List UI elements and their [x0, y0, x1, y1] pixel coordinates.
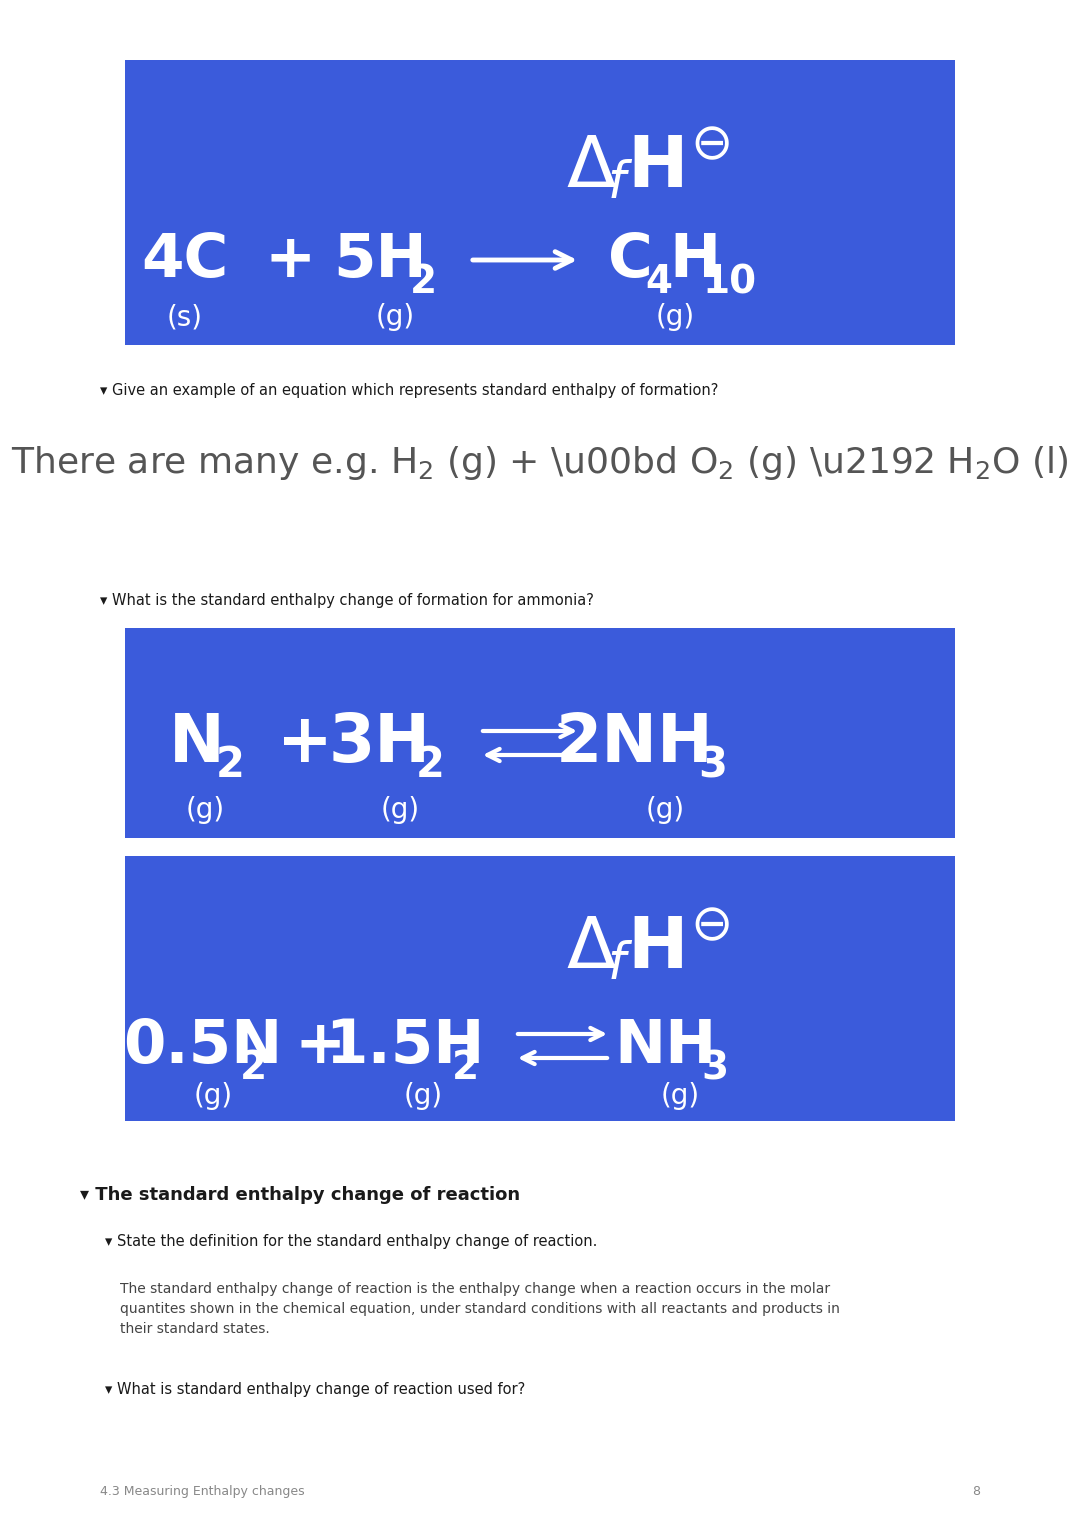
- Text: 5H: 5H: [334, 231, 427, 289]
- Text: ▾ Give an example of an equation which represents standard enthalpy of formation: ▾ Give an example of an equation which r…: [100, 384, 718, 397]
- Text: 4.3 Measuring Enthalpy changes: 4.3 Measuring Enthalpy changes: [100, 1485, 305, 1497]
- Text: (g): (g): [656, 303, 694, 332]
- Text: 2: 2: [240, 1050, 267, 1086]
- Text: 2: 2: [451, 1050, 478, 1086]
- Text: (g): (g): [186, 796, 225, 824]
- Text: 2: 2: [409, 263, 436, 301]
- Text: NH: NH: [613, 1016, 716, 1076]
- Text: N: N: [170, 711, 225, 776]
- Text: 4: 4: [646, 263, 673, 301]
- Text: $\Delta_{\!f}$H$^{\!\ominus}$: $\Delta_{\!f}$H$^{\!\ominus}$: [566, 909, 730, 984]
- Text: (g): (g): [404, 1082, 443, 1109]
- Bar: [125, 628, 955, 837]
- Text: (g): (g): [193, 1082, 232, 1109]
- Bar: [125, 856, 955, 1122]
- Text: (g): (g): [380, 796, 419, 824]
- Text: 3: 3: [701, 1050, 729, 1086]
- Text: ▾ What is the standard enthalpy change of formation for ammonia?: ▾ What is the standard enthalpy change o…: [100, 593, 594, 608]
- Text: 8: 8: [972, 1485, 980, 1497]
- Text: (g): (g): [646, 796, 685, 824]
- Text: (s): (s): [167, 303, 203, 332]
- Text: ▾ What is standard enthalpy change of reaction used for?: ▾ What is standard enthalpy change of re…: [105, 1381, 525, 1397]
- Text: 1.5H: 1.5H: [325, 1016, 485, 1076]
- Text: 0.5N: 0.5N: [123, 1016, 283, 1076]
- Text: +: +: [278, 711, 333, 776]
- Text: 3: 3: [699, 744, 728, 785]
- Bar: [125, 60, 955, 345]
- Text: C: C: [608, 231, 652, 289]
- Text: 2: 2: [216, 744, 244, 785]
- Text: There are many e.g. H$_2$ (g) + \u00bd O$_2$ (g) \u2192 H$_2$O (l): There are many e.g. H$_2$ (g) + \u00bd O…: [11, 445, 1069, 481]
- Text: $\Delta_{\!f}$H$^{\!\ominus}$: $\Delta_{\!f}$H$^{\!\ominus}$: [566, 127, 730, 203]
- Text: (g): (g): [661, 1082, 700, 1109]
- Text: 4C: 4C: [141, 231, 229, 289]
- Text: +: +: [295, 1016, 346, 1076]
- Text: ▾ State the definition for the standard enthalpy change of reaction.: ▾ State the definition for the standard …: [105, 1235, 597, 1248]
- Text: 10: 10: [703, 263, 757, 301]
- Text: 2NH: 2NH: [556, 711, 714, 776]
- Text: The standard enthalpy change of reaction is the enthalpy change when a reaction : The standard enthalpy change of reaction…: [120, 1282, 840, 1335]
- Text: 2: 2: [416, 744, 445, 785]
- Text: ▾ The standard enthalpy change of reaction: ▾ The standard enthalpy change of reacti…: [80, 1186, 521, 1204]
- Text: (g): (g): [376, 303, 415, 332]
- Text: 3H: 3H: [329, 711, 431, 776]
- Text: H: H: [670, 231, 720, 289]
- Text: +: +: [265, 231, 315, 289]
